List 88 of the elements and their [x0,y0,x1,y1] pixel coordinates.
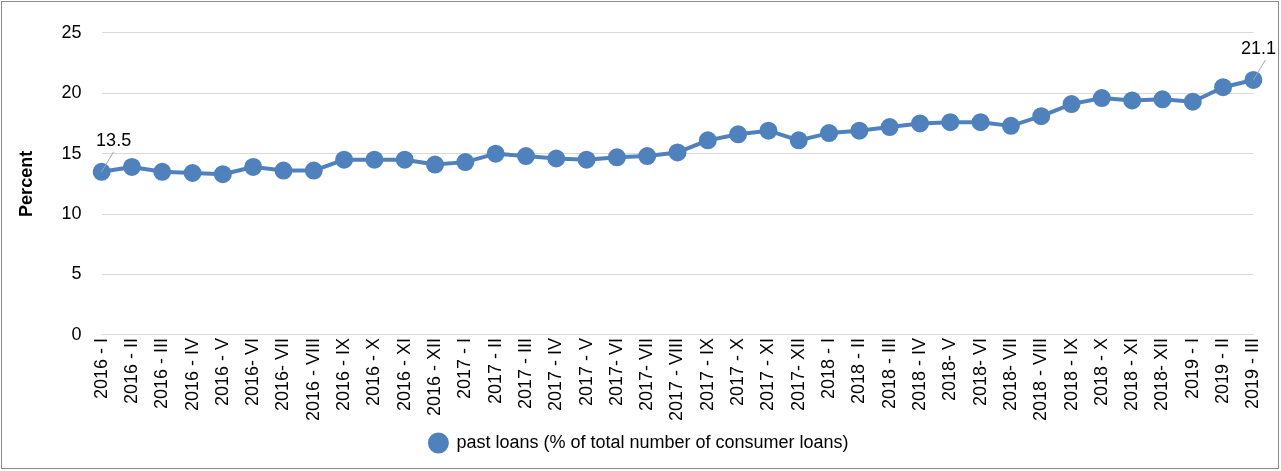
point [183,164,202,182]
point [668,143,687,162]
point [1062,95,1081,114]
x-tick-label: 2017 - IV [545,337,566,411]
point [1183,92,1202,111]
y-axis-title: Percent [15,150,36,217]
point [1001,116,1020,135]
point [910,114,929,133]
legend-label: past loans (% of total number of consumer loans) [456,431,849,452]
point [335,150,354,169]
x-tick-label: 2016 - I [90,337,111,399]
x-tick-label: 2016 - XI [393,337,414,411]
point [638,147,657,166]
x-tick-label: 2016 - V [211,337,232,406]
y-tick-label: 0 [71,323,82,344]
point [304,161,323,180]
x-tick-label: 2018 - IX [1060,337,1081,411]
point [1244,70,1263,89]
point [395,150,414,169]
x-tick-label: 2016 - IX [333,337,354,411]
x-tick-label: 2016 - II [120,337,141,404]
x-tick-label: 2018 - XI [1121,337,1142,411]
x-tick-label: 2017 - X [727,337,748,406]
point [244,157,263,176]
data-label: 21.1 [1240,37,1277,58]
x-tick-label: 2019 - III [1242,337,1263,409]
x-tick-label: 2016 - XII [424,337,444,416]
point [850,121,869,140]
x-tick-label: 2018 - I [818,337,839,399]
x-tick-label: 2017 - II [484,337,505,404]
point [1032,107,1051,126]
x-tick-label: 2017- VII [636,337,657,411]
x-tick-label: 2016 - X [363,337,384,406]
x-tick-label: 2016 - III [151,337,172,409]
point [1214,78,1233,97]
point [153,162,172,181]
x-tick-label: 2017 - XI [757,337,778,411]
point [1123,91,1142,110]
point [820,124,839,143]
point [365,150,384,169]
point [274,161,293,180]
point [577,150,596,169]
point [122,157,141,176]
x-tick-label: 2018 - X [1090,337,1111,406]
x-tick-label: 2017- VI [605,337,626,406]
x-tick-label: 2016- VI [242,337,263,406]
x-tick-label: 2017- XII [787,337,808,411]
point [941,113,960,132]
x-tick-label: 2016 - IV [181,337,202,411]
x-tick-label: 2016 - VIII [302,337,323,422]
point [426,155,445,174]
point [547,149,566,168]
data-label: 13.5 [96,129,132,150]
x-tick-label: 2019 - I [1181,337,1202,399]
point [729,125,748,144]
x-tick-label: 2017 - V [575,337,596,406]
y-tick-label: 20 [61,82,82,103]
y-tick-label: 15 [61,142,82,163]
x-tick-label: 2018- XII [1151,337,1172,411]
x-tick-label: 2018- VII [999,337,1020,411]
x-tick-label: 2018- VI [969,337,990,406]
point [971,113,990,132]
x-tick-label: 2018 - IV [908,337,929,411]
point [698,131,717,150]
x-tick-label: 2018 - VIII [1030,337,1051,422]
x-tick-label: 2018- V [939,337,960,401]
point [92,162,111,181]
point [789,131,808,150]
point [1092,89,1111,108]
x-tick-label: 2018 - III [878,337,899,409]
point [456,153,475,172]
x-tick-label: 2018 - II [848,337,869,404]
point [759,121,778,140]
y-tick-label: 25 [61,21,82,42]
x-tick-label: 2017 - IX [696,337,717,411]
point [486,144,505,163]
x-tick-label: 2017 - VIII [666,337,687,422]
point [213,165,232,184]
x-tick-label: 2019 - II [1212,337,1233,404]
point [607,148,626,167]
point [1153,90,1172,109]
x-tick-label: 2017 - III [514,337,535,409]
y-tick-label: 5 [71,263,82,284]
x-tick-label: 2016- VII [272,337,293,411]
point [516,147,535,166]
point [880,118,899,137]
x-tick-label: 2017 - I [454,337,475,399]
y-tick-label: 10 [61,203,82,224]
